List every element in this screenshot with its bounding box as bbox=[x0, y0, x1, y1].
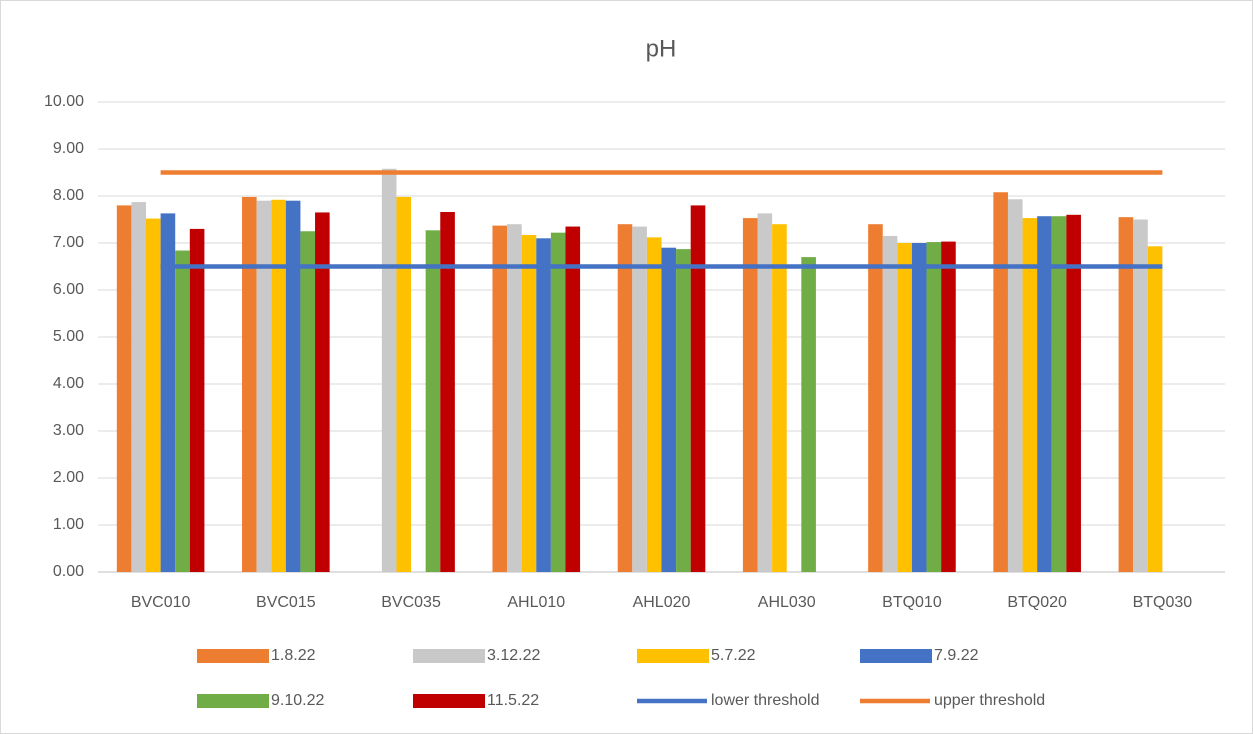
legend-label: 3.12.22 bbox=[487, 647, 540, 664]
legend-label: 5.7.22 bbox=[711, 647, 756, 664]
bar bbox=[941, 241, 956, 572]
x-tick-label: BVC010 bbox=[131, 594, 191, 611]
bar bbox=[1118, 217, 1134, 572]
legend-label: upper threshold bbox=[934, 692, 1045, 709]
bar bbox=[676, 249, 691, 573]
bar bbox=[1037, 216, 1052, 572]
bar bbox=[175, 250, 190, 572]
bar bbox=[1022, 218, 1038, 572]
bar bbox=[993, 192, 1008, 573]
legend-swatch bbox=[860, 649, 932, 663]
x-tick-label: BTQ020 bbox=[1007, 594, 1067, 611]
legend-swatch bbox=[637, 649, 709, 663]
legend-label: 7.9.22 bbox=[934, 647, 979, 664]
x-tick-label: AHL030 bbox=[758, 594, 816, 611]
x-tick-label: AHL020 bbox=[633, 594, 691, 611]
y-tick-label: 7.00 bbox=[53, 234, 84, 251]
y-tick-label: 8.00 bbox=[53, 187, 84, 204]
legend-label: 11.5.22 bbox=[487, 692, 539, 709]
bar bbox=[617, 224, 633, 572]
legend-label: lower threshold bbox=[711, 692, 820, 709]
bar bbox=[507, 224, 522, 572]
bar bbox=[757, 213, 773, 572]
bar bbox=[425, 230, 441, 572]
bar bbox=[131, 202, 147, 573]
bar bbox=[160, 213, 176, 572]
bar bbox=[690, 205, 706, 572]
bar bbox=[742, 218, 758, 572]
chart-title: pH bbox=[646, 35, 677, 62]
bar bbox=[1133, 219, 1148, 572]
bar bbox=[882, 235, 898, 572]
y-tick-label: 3.00 bbox=[53, 422, 84, 439]
x-tick-label: BTQ010 bbox=[882, 594, 942, 611]
bar bbox=[1051, 216, 1067, 572]
bar bbox=[521, 235, 537, 572]
legend-swatch bbox=[413, 694, 485, 708]
bar bbox=[381, 168, 397, 573]
y-tick-label: 10.00 bbox=[44, 93, 84, 110]
bar bbox=[189, 228, 205, 572]
bar bbox=[440, 211, 455, 573]
bar bbox=[285, 200, 301, 572]
bar bbox=[271, 199, 286, 572]
legend-swatch bbox=[197, 649, 269, 663]
bar bbox=[146, 218, 161, 572]
bar bbox=[565, 226, 581, 573]
bar bbox=[772, 224, 787, 572]
bar bbox=[632, 226, 647, 573]
bar bbox=[897, 243, 912, 572]
legend-swatch bbox=[197, 694, 269, 708]
y-tick-label: 0.00 bbox=[53, 563, 84, 580]
bar bbox=[396, 196, 412, 572]
bar bbox=[1007, 199, 1023, 573]
bar bbox=[801, 257, 816, 572]
bar bbox=[492, 225, 508, 573]
y-tick-label: 1.00 bbox=[53, 516, 84, 533]
bar bbox=[536, 238, 551, 573]
bar bbox=[911, 243, 927, 572]
bar bbox=[661, 247, 677, 572]
y-tick-label: 9.00 bbox=[53, 140, 84, 157]
bar bbox=[868, 224, 883, 572]
bar bbox=[315, 212, 330, 572]
x-tick-label: BTQ030 bbox=[1133, 594, 1193, 611]
bar bbox=[1147, 246, 1163, 573]
x-tick-label: BVC015 bbox=[256, 594, 316, 611]
bar bbox=[256, 200, 272, 572]
y-tick-label: 2.00 bbox=[53, 469, 84, 486]
y-tick-label: 5.00 bbox=[53, 328, 84, 345]
bar bbox=[1066, 214, 1081, 573]
bar bbox=[646, 237, 662, 573]
bar bbox=[242, 196, 257, 572]
legend-label: 1.8.22 bbox=[271, 647, 316, 664]
bar bbox=[550, 232, 566, 572]
bar bbox=[300, 231, 316, 572]
bar bbox=[926, 242, 942, 572]
x-tick-label: AHL010 bbox=[507, 594, 565, 611]
legend-label: 9.10.22 bbox=[271, 692, 324, 709]
bar bbox=[116, 205, 132, 572]
y-tick-label: 4.00 bbox=[53, 375, 84, 392]
legend-swatch bbox=[413, 649, 485, 663]
x-tick-label: BVC035 bbox=[381, 594, 441, 611]
y-tick-label: 6.00 bbox=[53, 281, 84, 298]
